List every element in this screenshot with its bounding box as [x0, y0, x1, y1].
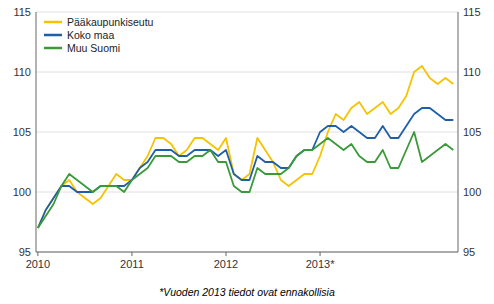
y2-tick-label: 115	[463, 6, 481, 18]
legend-label: Koko maa	[67, 29, 114, 41]
axes: 2010 2011 2012 2013* 95 100 105 110 115 95 100 105 1…	[13, 6, 482, 270]
y2-axis-line	[458, 12, 459, 252]
y-tick-label: 100	[13, 186, 31, 198]
y2-tick-label: 100	[463, 186, 481, 198]
x-tick-label: 2010	[26, 258, 50, 270]
y2-tick-label: 105	[463, 126, 481, 138]
grid-line	[36, 72, 458, 73]
y-tick-label: 95	[19, 246, 31, 258]
x-tick	[225, 252, 226, 256]
footnote: *Vuoden 2013 tiedot ovat ennakollisia	[159, 286, 335, 298]
x-tick	[320, 252, 321, 256]
x-tick-label: 2013*	[306, 258, 335, 270]
y-tick-label: 115	[13, 6, 31, 18]
legend-label: Pääkaupunkiseutu	[67, 16, 154, 28]
series-line	[38, 66, 453, 228]
legend-label: Muu Suomi	[67, 42, 120, 54]
y-tick-label: 105	[13, 126, 31, 138]
grid	[36, 12, 458, 252]
x-tick	[131, 252, 132, 256]
grid-line	[36, 132, 458, 133]
plot-area	[38, 66, 453, 228]
grid-line	[36, 12, 458, 13]
series-line	[38, 132, 453, 228]
y2-tick-label: 95	[463, 246, 475, 258]
x-tick	[37, 252, 38, 256]
x-tick-label: 2011	[120, 258, 144, 270]
x-tick-label: 2012	[214, 258, 238, 270]
x-axis-line	[36, 252, 458, 253]
y2-tick-label: 110	[463, 66, 481, 78]
legend: PääkaupunkiseutuKoko maaMuu Suomi	[44, 16, 154, 54]
legend-swatch	[44, 34, 62, 37]
series-line	[38, 108, 453, 228]
grid-line	[36, 252, 458, 253]
y-axis-line	[36, 12, 37, 252]
legend-swatch	[44, 21, 62, 24]
y-tick-label: 110	[13, 66, 31, 78]
legend-swatch	[44, 47, 62, 50]
chart: 2010 2011 2012 2013* 95 100 105 110 115 95 100 105 1…	[0, 0, 494, 304]
